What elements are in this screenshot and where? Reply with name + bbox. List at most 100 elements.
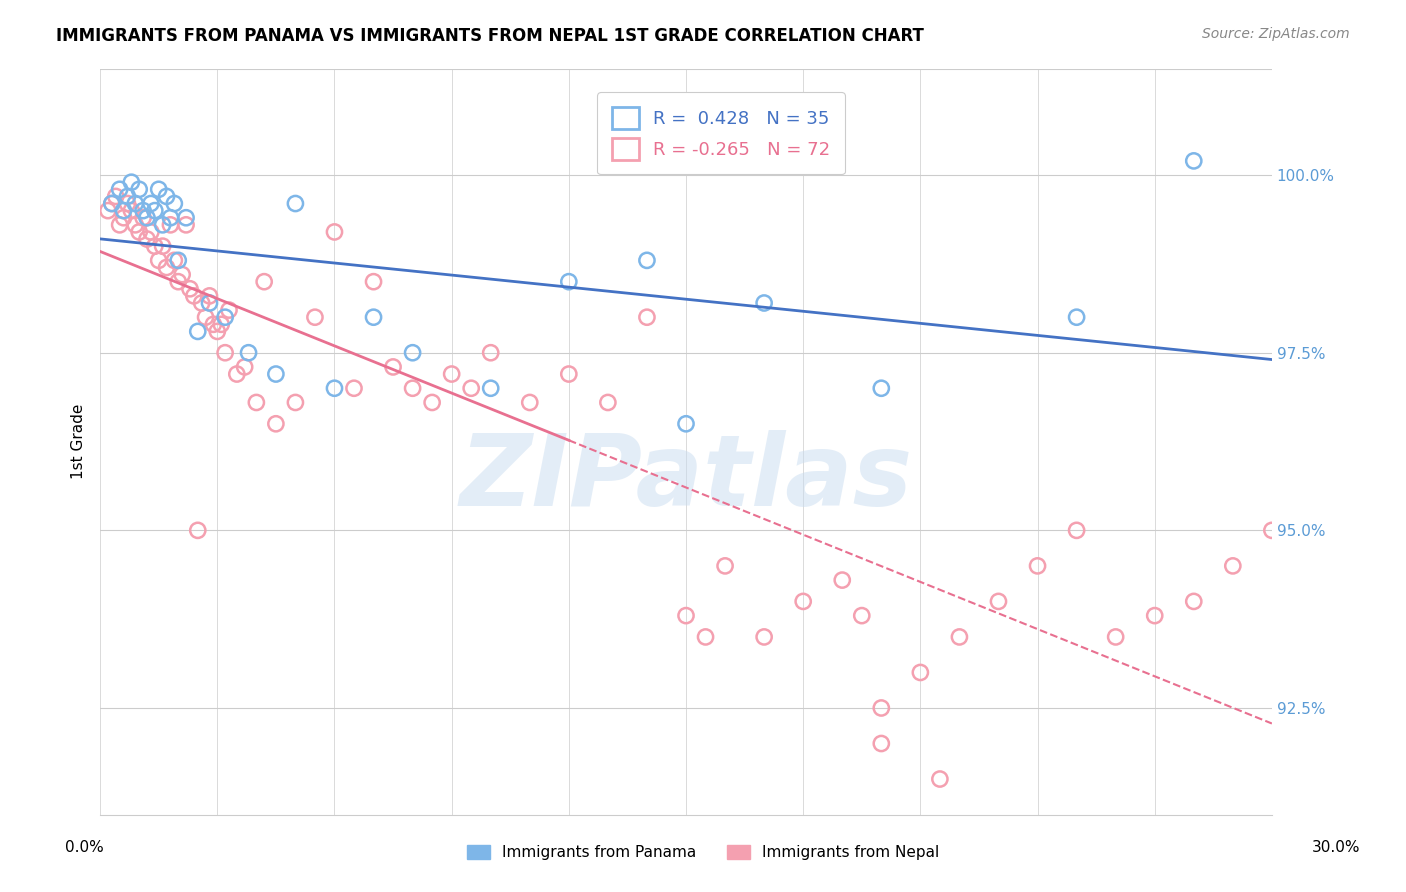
Immigrants from Nepal (910, 665, 932, 680)
Immigrants from Nepal (1182, 594, 1205, 608)
Immigrants from Nepal (209, 318, 232, 332)
Immigrants from Nepal (101, 196, 124, 211)
Immigrants from Panama (136, 211, 159, 225)
Y-axis label: 1st Grade: 1st Grade (72, 404, 86, 479)
Immigrants from Panama (124, 196, 146, 211)
Immigrants from Panama (155, 189, 177, 203)
Immigrants from Panama (1066, 310, 1088, 325)
Immigrants from Nepal (460, 381, 482, 395)
Immigrants from Nepal (440, 367, 463, 381)
Immigrants from Nepal (264, 417, 287, 431)
Immigrants from Nepal (225, 367, 247, 381)
Immigrants from Nepal (636, 310, 658, 325)
Immigrants from Panama (1182, 153, 1205, 168)
Immigrants from Nepal (112, 211, 135, 225)
Immigrants from Nepal (174, 218, 197, 232)
Immigrants from Panama (284, 196, 307, 211)
Immigrants from Nepal (194, 310, 217, 325)
Immigrants from Nepal (214, 345, 236, 359)
Immigrants from Nepal (132, 211, 155, 225)
Immigrants from Panama (238, 345, 260, 359)
Immigrants from Nepal (187, 524, 209, 538)
Immigrants from Panama (214, 310, 236, 325)
Immigrants from Panama (479, 381, 502, 395)
Immigrants from Nepal (1143, 608, 1166, 623)
Immigrants from Nepal (139, 225, 162, 239)
Immigrants from Nepal (792, 594, 814, 608)
Immigrants from Nepal (1026, 558, 1049, 573)
Immigrants from Panama (159, 211, 181, 225)
Immigrants from Nepal (870, 737, 893, 751)
Immigrants from Nepal (163, 253, 186, 268)
Immigrants from Panama (752, 296, 775, 310)
Immigrants from Nepal (831, 573, 853, 587)
Immigrants from Nepal (117, 196, 139, 211)
Text: Source: ZipAtlas.com: Source: ZipAtlas.com (1202, 27, 1350, 41)
Immigrants from Nepal (323, 225, 346, 239)
Immigrants from Panama (120, 175, 142, 189)
Immigrants from Nepal (420, 395, 443, 409)
Immigrants from Panama (198, 296, 221, 310)
Immigrants from Panama (870, 381, 893, 395)
Immigrants from Nepal (851, 608, 873, 623)
Immigrants from Nepal (190, 296, 212, 310)
Immigrants from Panama (128, 182, 150, 196)
Immigrants from Panama (174, 211, 197, 225)
Immigrants from Nepal (167, 275, 190, 289)
Text: IMMIGRANTS FROM PANAMA VS IMMIGRANTS FROM NEPAL 1ST GRADE CORRELATION CHART: IMMIGRANTS FROM PANAMA VS IMMIGRANTS FRO… (56, 27, 924, 45)
Immigrants from Nepal (382, 359, 405, 374)
Immigrants from Nepal (284, 395, 307, 409)
Legend: Immigrants from Panama, Immigrants from Nepal: Immigrants from Panama, Immigrants from … (461, 839, 945, 866)
Immigrants from Panama (636, 253, 658, 268)
Immigrants from Nepal (152, 239, 174, 253)
Immigrants from Panama (108, 182, 131, 196)
Immigrants from Panama (401, 345, 423, 359)
Immigrants from Nepal (1105, 630, 1128, 644)
Immigrants from Panama (163, 196, 186, 211)
Immigrants from Panama (101, 196, 124, 211)
Immigrants from Nepal (120, 203, 142, 218)
Immigrants from Nepal (253, 275, 276, 289)
Immigrants from Panama (167, 253, 190, 268)
Immigrants from Nepal (207, 325, 229, 339)
Immigrants from Nepal (155, 260, 177, 275)
Immigrants from Nepal (948, 630, 970, 644)
Immigrants from Nepal (124, 218, 146, 232)
Immigrants from Nepal (104, 189, 127, 203)
Immigrants from Nepal (218, 303, 240, 318)
Immigrants from Panama (139, 196, 162, 211)
Immigrants from Panama (132, 203, 155, 218)
Text: 30.0%: 30.0% (1312, 840, 1360, 855)
Immigrants from Panama (558, 275, 581, 289)
Immigrants from Nepal (198, 289, 221, 303)
Immigrants from Nepal (928, 772, 950, 786)
Legend: R =  0.428   N = 35, R = -0.265   N = 72: R = 0.428 N = 35, R = -0.265 N = 72 (598, 93, 845, 175)
Immigrants from Nepal (172, 268, 194, 282)
Immigrants from Panama (143, 203, 166, 218)
Immigrants from Nepal (558, 367, 581, 381)
Immigrants from Nepal (108, 218, 131, 232)
Immigrants from Nepal (233, 359, 256, 374)
Immigrants from Panama (112, 203, 135, 218)
Immigrants from Nepal (363, 275, 385, 289)
Immigrants from Nepal (987, 594, 1010, 608)
Immigrants from Nepal (752, 630, 775, 644)
Immigrants from Nepal (304, 310, 326, 325)
Immigrants from Nepal (179, 282, 201, 296)
Immigrants from Nepal (401, 381, 423, 395)
Immigrants from Nepal (1066, 524, 1088, 538)
Immigrants from Nepal (675, 608, 697, 623)
Immigrants from Panama (148, 182, 170, 196)
Immigrants from Panama (363, 310, 385, 325)
Immigrants from Nepal (1222, 558, 1244, 573)
Immigrants from Nepal (870, 701, 893, 715)
Immigrants from Nepal (343, 381, 366, 395)
Immigrants from Nepal (519, 395, 541, 409)
Immigrants from Nepal (128, 225, 150, 239)
Immigrants from Nepal (479, 345, 502, 359)
Immigrants from Nepal (596, 395, 619, 409)
Immigrants from Nepal (183, 289, 205, 303)
Immigrants from Panama (264, 367, 287, 381)
Immigrants from Panama (117, 189, 139, 203)
Immigrants from Panama (187, 325, 209, 339)
